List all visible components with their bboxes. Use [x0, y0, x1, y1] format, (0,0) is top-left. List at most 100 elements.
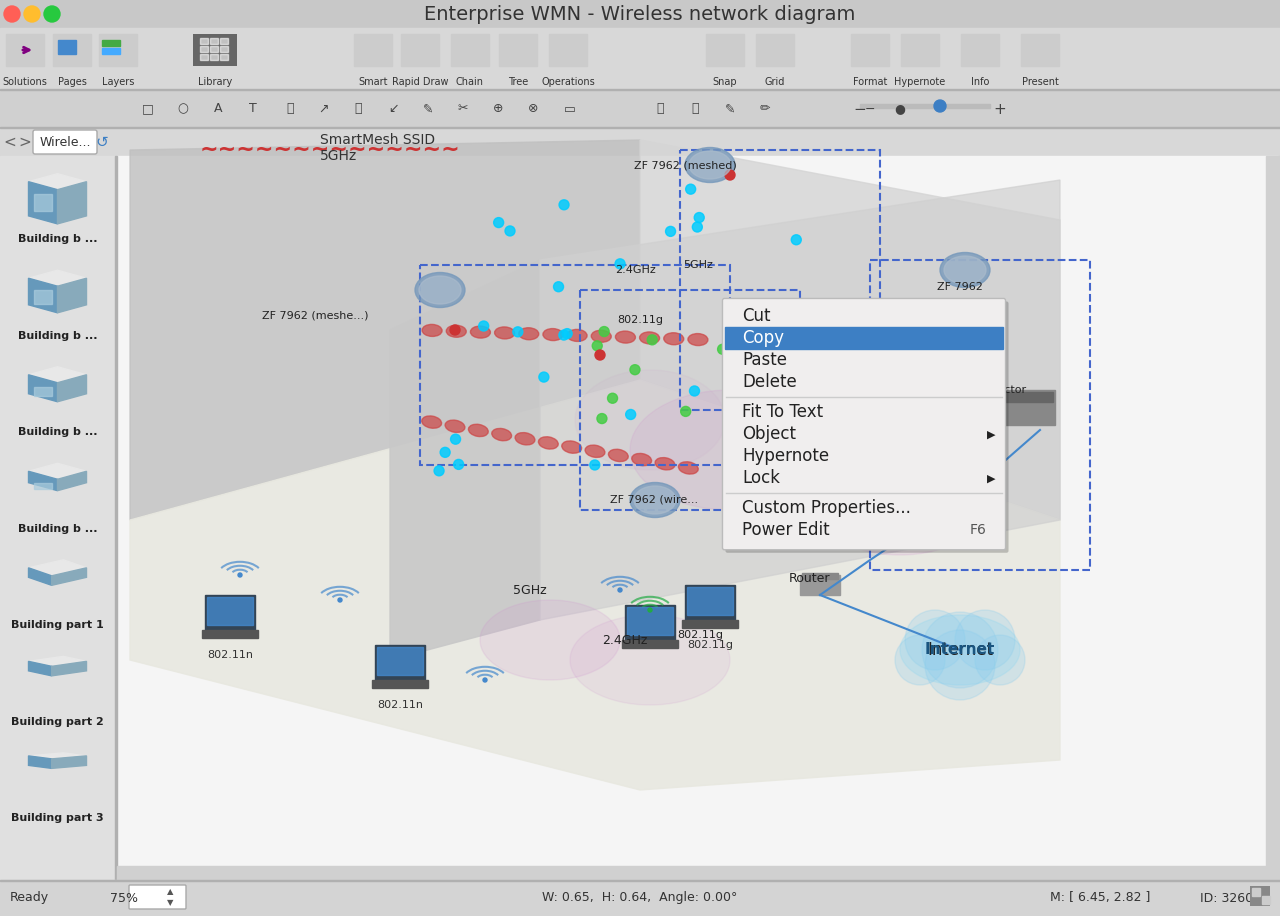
Bar: [0, 128, 1280, 156]
Ellipse shape: [575, 370, 724, 470]
Circle shape: [451, 325, 460, 335]
Circle shape: [630, 365, 640, 375]
Bar: [0, 28, 1280, 90]
Text: ⬜: ⬜: [287, 103, 293, 115]
Bar: [0, 90, 1280, 128]
Circle shape: [724, 170, 735, 180]
Ellipse shape: [687, 333, 708, 345]
Text: T: T: [250, 103, 257, 115]
Text: Router: Router: [790, 572, 831, 584]
Text: ~~~~~~~~~~~~~~: ~~~~~~~~~~~~~~: [200, 140, 461, 160]
Bar: [625, 605, 675, 640]
Text: ✋: ✋: [691, 103, 699, 115]
Bar: [193, 34, 237, 66]
Bar: [851, 34, 890, 66]
Ellipse shape: [940, 253, 989, 288]
Ellipse shape: [468, 424, 488, 437]
Polygon shape: [28, 472, 58, 491]
Bar: [499, 34, 538, 66]
Text: 802.11g: 802.11g: [687, 640, 733, 650]
Ellipse shape: [480, 600, 620, 680]
Text: Building b ...: Building b ...: [18, 427, 97, 437]
Text: Operations: Operations: [541, 77, 595, 87]
Text: 5GHz: 5GHz: [684, 260, 713, 270]
Circle shape: [895, 635, 945, 685]
Text: Hypernote: Hypernote: [895, 77, 946, 87]
FancyBboxPatch shape: [722, 299, 1006, 550]
Text: Enterprise WMN - Wireless network diagram: Enterprise WMN - Wireless network diagra…: [424, 5, 856, 24]
Circle shape: [626, 409, 636, 420]
Circle shape: [618, 588, 622, 592]
Ellipse shape: [415, 272, 465, 308]
Circle shape: [593, 341, 602, 351]
Bar: [897, 482, 943, 494]
Bar: [756, 34, 794, 66]
Polygon shape: [28, 568, 51, 585]
Text: ZF 7962 (meshe...): ZF 7962 (meshe...): [261, 310, 369, 320]
Polygon shape: [28, 375, 58, 402]
Circle shape: [434, 466, 444, 475]
Bar: [200, 46, 207, 52]
Bar: [372, 680, 428, 688]
Ellipse shape: [634, 486, 676, 514]
Polygon shape: [28, 661, 51, 676]
Text: Lock: Lock: [742, 469, 781, 487]
Text: 2.4GHz: 2.4GHz: [616, 265, 657, 275]
Ellipse shape: [447, 325, 466, 337]
Polygon shape: [58, 375, 87, 402]
Bar: [205, 595, 255, 630]
Text: Snap: Snap: [713, 77, 737, 87]
Circle shape: [238, 573, 242, 577]
Text: 802.11g: 802.11g: [617, 315, 663, 325]
Bar: [1021, 34, 1059, 66]
Ellipse shape: [494, 327, 515, 339]
Text: ↙: ↙: [388, 103, 398, 115]
Bar: [0, 0, 1280, 28]
Text: 5GHz: 5GHz: [513, 583, 547, 596]
Circle shape: [4, 6, 20, 22]
Text: ↗: ↗: [317, 103, 328, 115]
Text: ZF 7962 (wire...: ZF 7962 (wire...: [611, 495, 698, 505]
Text: A: A: [214, 103, 223, 115]
Bar: [707, 34, 744, 66]
Bar: [901, 34, 940, 66]
Text: Building part 1: Building part 1: [12, 620, 104, 630]
Bar: [116, 156, 1277, 880]
Circle shape: [694, 213, 704, 223]
Ellipse shape: [664, 333, 684, 344]
Circle shape: [608, 393, 617, 403]
Bar: [210, 46, 218, 52]
Text: 🔍: 🔍: [657, 103, 664, 115]
Text: Layers: Layers: [102, 77, 134, 87]
Text: >: >: [19, 135, 32, 149]
Text: Smart: Smart: [358, 77, 388, 87]
Circle shape: [513, 327, 522, 337]
Text: ⌒: ⌒: [355, 103, 362, 115]
Bar: [800, 575, 840, 595]
Circle shape: [748, 353, 756, 363]
Bar: [622, 640, 678, 648]
Bar: [220, 54, 228, 60]
Bar: [420, 265, 730, 465]
Polygon shape: [28, 174, 87, 190]
Ellipse shape: [685, 147, 735, 182]
Bar: [0, 156, 115, 880]
Circle shape: [440, 447, 451, 457]
Text: ZF 7962 (meshed): ZF 7962 (meshed): [634, 160, 736, 170]
Bar: [961, 34, 998, 66]
Bar: [200, 54, 207, 60]
Text: ○: ○: [178, 103, 188, 115]
Ellipse shape: [471, 326, 490, 338]
Text: ✎: ✎: [422, 103, 433, 115]
Text: 2.4GHz: 2.4GHz: [603, 634, 648, 647]
Bar: [207, 597, 253, 625]
Bar: [1266, 156, 1280, 880]
Bar: [102, 48, 120, 54]
Polygon shape: [540, 180, 1060, 620]
Text: Cut: Cut: [742, 308, 771, 325]
Text: Grid: Grid: [765, 77, 785, 87]
Bar: [58, 40, 76, 54]
Ellipse shape: [567, 330, 588, 342]
Polygon shape: [28, 270, 87, 286]
Polygon shape: [28, 278, 58, 313]
